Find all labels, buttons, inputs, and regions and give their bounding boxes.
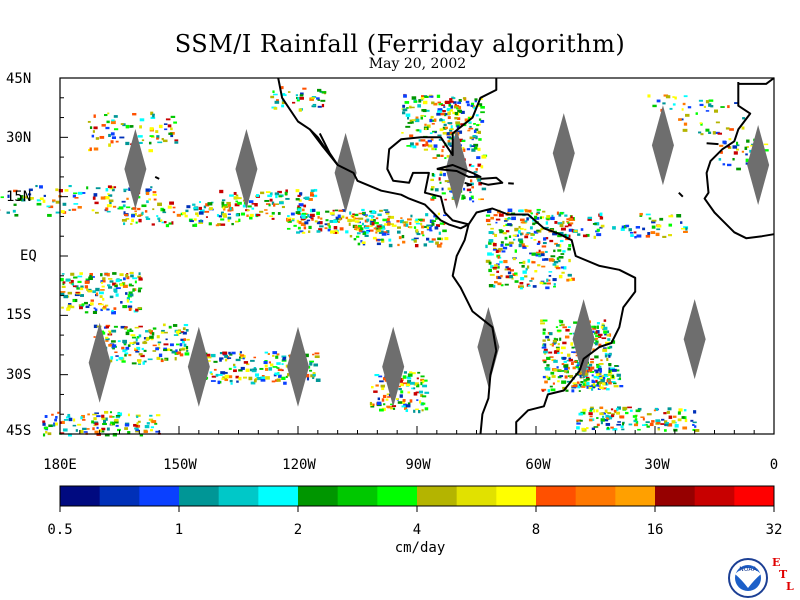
colorbar-swatch	[179, 486, 220, 506]
swath-gap	[572, 299, 595, 380]
coast-africa	[703, 82, 775, 240]
chart-date: May 20, 2002	[368, 56, 467, 72]
lat-label: 45S	[6, 423, 32, 439]
etl-letter-l: L	[786, 580, 794, 593]
rainfall-layer	[0, 86, 769, 437]
colorbar-swatch	[417, 486, 458, 506]
lon-label: 150W	[163, 457, 197, 473]
colorbar-units: cm/day	[394, 540, 446, 556]
axis-ticks	[59, 77, 775, 435]
swath-gaps	[88, 105, 770, 407]
colorbar-swatch	[456, 486, 497, 506]
colorbar-tick-label: 1	[174, 522, 184, 538]
colorbar-swatch	[536, 486, 577, 506]
etl-letter-t: T	[779, 568, 788, 581]
swath-gap	[683, 299, 706, 380]
colorbar-tick-label: 4	[412, 522, 422, 538]
coast-gulf	[386, 78, 498, 226]
colorbar-swatch	[575, 486, 616, 506]
lat-label: 30S	[6, 367, 32, 383]
colorbar-swatch	[694, 486, 735, 506]
swath-gap	[651, 105, 674, 186]
swath-gap	[187, 326, 210, 407]
lat-label: 30N	[6, 130, 32, 146]
lon-label: 30W	[644, 457, 670, 473]
colorbar-swatch	[139, 486, 180, 506]
swath-gap	[552, 113, 575, 194]
lon-label: 60W	[525, 457, 551, 473]
coast-canaries	[706, 142, 719, 146]
swath-gap	[334, 132, 357, 213]
lon-label: 120W	[282, 457, 316, 473]
colorbar-swatch	[615, 486, 656, 506]
colorbar-swatch	[218, 486, 259, 506]
coast-cuba	[436, 164, 482, 178]
lon-label: 0	[769, 457, 779, 473]
coast-europe	[738, 77, 775, 85]
swath-gap	[382, 326, 405, 407]
coast-jamaica	[464, 181, 473, 187]
swath-gap	[88, 322, 111, 403]
coast-south-america-east	[467, 207, 637, 434]
swath-gap	[747, 125, 770, 206]
lat-label: 15S	[6, 307, 32, 323]
colorbar-swatch	[337, 486, 378, 506]
colorbar	[59, 485, 775, 512]
lon-label: 180E	[43, 457, 77, 473]
swath-gap	[477, 306, 500, 387]
coast-south-america-west	[451, 224, 498, 435]
lon-label: 90W	[405, 457, 431, 473]
lat-label: 45N	[6, 71, 32, 87]
colorbar-swatch	[60, 486, 101, 506]
swath-gap	[287, 326, 309, 407]
swath-gap	[445, 128, 468, 209]
coast-hawaii	[154, 176, 160, 180]
coast-baja	[309, 128, 339, 166]
colorbar-swatch	[99, 486, 140, 506]
coast-hispaniola	[480, 176, 504, 186]
colorbar-tick-label: 0.5	[47, 522, 73, 538]
swath-gap	[235, 128, 258, 209]
colorbar-tick-label: 2	[293, 522, 303, 538]
colorbar-tick-label: 16	[646, 522, 664, 538]
chart-title: SSM/I Rainfall (Ferriday algorithm)	[174, 30, 626, 58]
swath-gap	[124, 128, 147, 209]
noaa-logo-text: NOAA	[739, 566, 757, 573]
colorbar-tick-label: 8	[531, 522, 541, 538]
colorbar-swatch	[258, 486, 299, 506]
coast-cape-verde	[678, 191, 684, 198]
lat-label: 15N	[6, 189, 32, 205]
colorbar-swatch	[655, 486, 696, 506]
lat-label: EQ	[20, 248, 37, 264]
colorbar-swatch	[298, 486, 339, 506]
colorbar-swatch	[377, 486, 418, 506]
colorbar-swatch	[496, 486, 537, 506]
colorbar-tick-label: 32	[765, 522, 783, 538]
coastlines	[154, 77, 775, 435]
etl-letter-e: E	[772, 556, 780, 569]
coast-americas-west	[277, 77, 470, 230]
noaa-etl-logo: NOAA E T L	[728, 556, 794, 598]
colorbar-swatch	[734, 486, 775, 506]
